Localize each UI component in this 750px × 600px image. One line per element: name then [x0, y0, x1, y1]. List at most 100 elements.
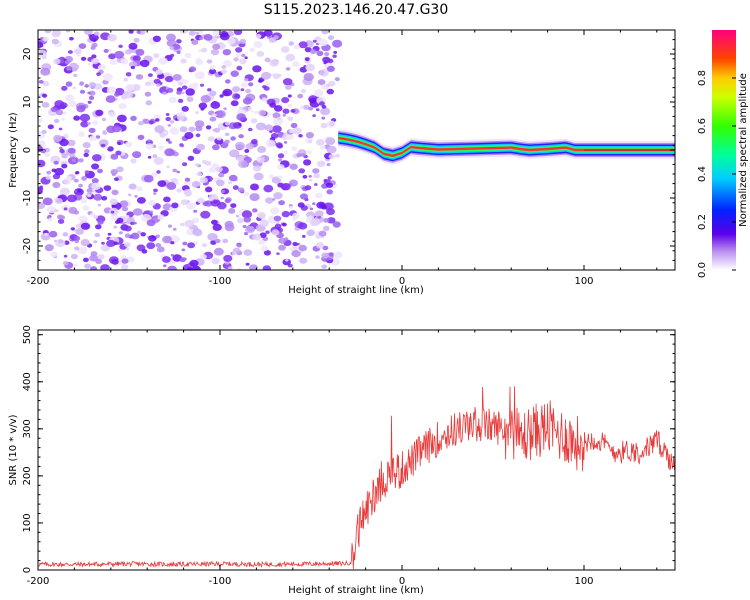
noise-speck: [211, 257, 220, 265]
noise-speck: [304, 185, 312, 191]
spectrogram-y-axis-label: Frequency (Hz): [8, 112, 19, 188]
noise-speck: [52, 181, 61, 189]
noise-speck: [208, 254, 212, 258]
x-tick-label: -200: [27, 276, 50, 287]
noise-speck: [257, 146, 267, 153]
noise-speck: [269, 102, 277, 108]
noise-speck: [187, 155, 195, 161]
noise-speck: [107, 146, 114, 152]
noise-speck: [66, 194, 77, 203]
noise-speck: [308, 106, 314, 111]
noise-speck: [183, 189, 192, 196]
noise-speck: [137, 134, 145, 140]
noise-speck: [204, 160, 212, 166]
noise-speck: [78, 158, 84, 163]
noise-speck: [104, 146, 109, 149]
noise-speck: [132, 55, 141, 62]
noise-speck: [243, 249, 253, 256]
noise-speck: [282, 108, 290, 114]
noise-speck: [38, 41, 44, 49]
noise-speck: [199, 36, 204, 40]
noise-speck: [208, 68, 217, 75]
noise-speck: [155, 234, 160, 238]
noise-speck: [278, 158, 283, 162]
noise-speck: [45, 175, 52, 180]
noise-speck: [117, 248, 122, 252]
noise-speck: [94, 31, 100, 36]
noise-speck: [78, 183, 83, 188]
noise-speck: [265, 197, 274, 204]
noise-speck: [212, 199, 219, 204]
noise-speck: [299, 66, 308, 73]
noise-speck: [156, 83, 161, 87]
noise-speck: [186, 267, 193, 270]
noise-speck: [128, 30, 134, 34]
noise-speck: [285, 259, 289, 262]
noise-speck: [220, 196, 224, 200]
noise-speck: [141, 249, 148, 254]
noise-speck: [87, 91, 91, 95]
noise-speck: [249, 47, 256, 53]
noise-speck: [198, 102, 208, 110]
x-tick-label: 0: [399, 576, 405, 587]
noise-speck: [44, 232, 48, 236]
noise-speck: [235, 47, 243, 53]
noise-speck: [284, 84, 292, 90]
noise-speck: [200, 210, 211, 219]
noise-speck: [67, 139, 76, 147]
noise-speck: [258, 109, 267, 116]
noise-speck: [298, 41, 308, 49]
noise-speck: [74, 246, 80, 251]
noise-speck: [196, 171, 203, 177]
noise-speck: [143, 174, 154, 183]
noise-speck: [306, 150, 312, 154]
x-tick-label: 0: [399, 276, 405, 287]
noise-speck: [234, 93, 241, 99]
noise-speck: [287, 116, 294, 121]
noise-speck: [181, 79, 188, 85]
noise-speck: [73, 178, 79, 183]
noise-speck: [248, 82, 254, 87]
noise-speck: [169, 235, 180, 243]
noise-speck: [165, 116, 171, 122]
colorbar: 0.0 0.2 0.4 0.6 0.8 Normalized spectral ampl…: [697, 30, 749, 278]
noise-speck: [186, 202, 196, 210]
noise-speck: [269, 59, 279, 67]
noise-speck: [298, 134, 303, 138]
noise-speck: [255, 122, 266, 131]
noise-speck: [300, 89, 306, 93]
noise-speck: [111, 125, 122, 133]
noise-speck: [75, 228, 84, 235]
noise-speck: [91, 178, 99, 184]
noise-speck: [147, 73, 153, 77]
noise-speck: [250, 110, 254, 113]
noise-speck: [224, 132, 230, 137]
noise-speck: [315, 234, 321, 239]
noise-speck: [252, 65, 262, 73]
noise-speck: [125, 215, 130, 219]
noise-speck: [74, 236, 81, 241]
noise-speck: [242, 97, 253, 105]
noise-speck: [77, 246, 88, 255]
noise-speck: [146, 242, 156, 250]
noise-speck: [213, 247, 224, 256]
noise-speck: [167, 265, 177, 270]
noise-speck: [130, 158, 137, 164]
noise-speck: [209, 116, 217, 122]
chart-title: S115.2023.146.20.47.G30: [264, 2, 449, 18]
noise-speck: [59, 148, 65, 154]
noise-speck: [303, 73, 314, 81]
noise-speck: [130, 115, 137, 121]
noise-speck: [149, 210, 154, 214]
noise-speck: [278, 244, 286, 251]
noise-speck: [194, 120, 205, 128]
noise-speck: [245, 225, 255, 234]
x-tick-label: -100: [209, 276, 232, 287]
noise-speck: [222, 49, 231, 56]
noise-speck: [282, 113, 287, 117]
noise-speck: [125, 72, 132, 77]
noise-speck: [113, 241, 118, 246]
noise-speck: [168, 96, 177, 103]
noise-speck: [193, 209, 198, 213]
noise-speck: [53, 118, 60, 124]
